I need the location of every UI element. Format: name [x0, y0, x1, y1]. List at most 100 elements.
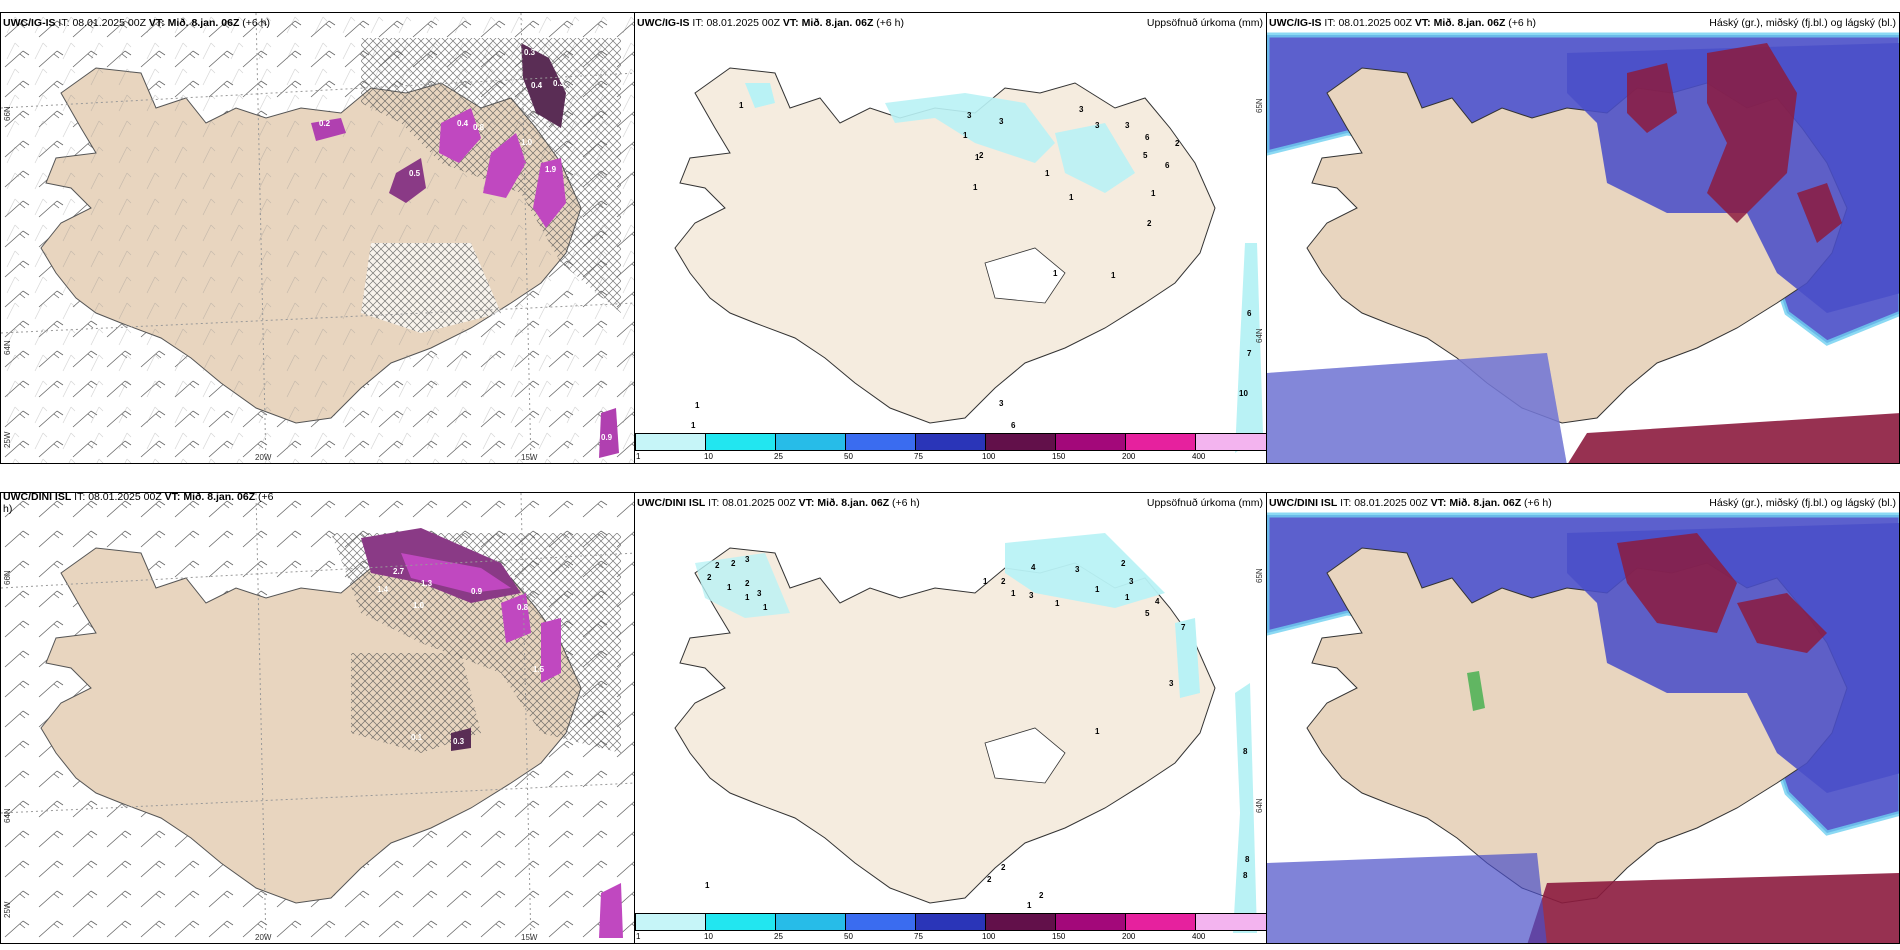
- colorbar-tick: 50: [844, 452, 853, 461]
- panel-precip-dini: UWC/DINI ISL IT: 08.01.2025 00Z VT: Mið.…: [634, 492, 1267, 944]
- panel-header: UWC/DINI ISL IT: 08.01.2025 00Z VT: Mið.…: [3, 492, 274, 515]
- colorbar-segment: [845, 913, 916, 931]
- precip-label: 3: [745, 555, 750, 564]
- precip-label: 3: [1075, 565, 1080, 574]
- colorbar-segment: [985, 913, 1056, 931]
- ice-label: 1.5: [533, 665, 545, 674]
- precip-map: [674, 67, 1263, 453]
- cloud-map: [1267, 32, 1899, 463]
- colorbar-tick: 400: [1192, 932, 1206, 941]
- precip-label: 3: [967, 111, 972, 120]
- lat-label-65n: 65N: [1255, 98, 1264, 113]
- precip-label: 6: [1011, 421, 1016, 430]
- colorbar-segment: [1125, 433, 1196, 451]
- wind-barb-map: [1, 493, 634, 943]
- precip-label: 1: [1069, 193, 1074, 202]
- ice-label: 0.2: [319, 119, 331, 128]
- precip-label: 1: [1053, 269, 1058, 278]
- precip-label: 3: [1125, 121, 1130, 130]
- colorbar-tick: 75: [914, 932, 923, 941]
- ice-label: 1.0: [521, 138, 533, 147]
- colorbar-tick: 50: [844, 932, 853, 941]
- iceland-landmass: [674, 547, 1216, 904]
- panel-wind-icing-dini: UWC/DINI ISL IT: 08.01.2025 00Z VT: Mið.…: [0, 492, 635, 944]
- precip-label: 2: [715, 561, 720, 570]
- lat-label-64n: 64N: [3, 808, 12, 823]
- ice-label: 0.3: [524, 48, 536, 57]
- ice-label: 0.1: [411, 733, 423, 742]
- colorbar-segment: [1055, 433, 1126, 451]
- colorbar-segment: [1195, 913, 1266, 931]
- ice-label: 0.9: [471, 587, 483, 596]
- precip-label: 1: [975, 153, 980, 162]
- ice-label: 0.9: [601, 433, 613, 442]
- precip-label: 8: [1243, 871, 1248, 880]
- precip-label: 8: [1245, 855, 1250, 864]
- colorbar-tick: 400: [1192, 452, 1206, 461]
- colorbar-tick: 25: [774, 452, 783, 461]
- ice-label: 0.8: [517, 603, 529, 612]
- precip-label: 5: [1145, 609, 1150, 618]
- precip-label: 1: [963, 131, 968, 140]
- ice-label: 1.4: [377, 585, 389, 594]
- colorbar-segment: [705, 913, 776, 931]
- colorbar-segment: [635, 913, 706, 931]
- precip-label: 4: [1031, 563, 1036, 572]
- colorbar-segment: [1125, 913, 1196, 931]
- colorbar-tick: 150: [1052, 932, 1066, 941]
- precip-label: 7: [1247, 349, 1252, 358]
- ice-label: 0.4: [457, 119, 469, 128]
- panel-header: UWC/DINI ISL IT: 08.01.2025 00Z VT: Mið.…: [1269, 497, 1552, 509]
- colorbar-tick: 100: [982, 932, 996, 941]
- lon-label-15w: 15W: [521, 933, 538, 942]
- panel-clouds-igis: UWC/IG-IS IT: 08.01.2025 00Z VT: Mið. 8.…: [1266, 12, 1900, 464]
- precip-label: 7: [1181, 623, 1186, 632]
- panel-title: Háský (gr.), miðský (fj.bl.) og lágský (…: [1709, 17, 1896, 29]
- precip-label: 2: [1121, 559, 1126, 568]
- precip-label: 1: [691, 421, 696, 430]
- panel-precip-igis: UWC/IG-IS IT: 08.01.2025 00Z VT: Mið. 8.…: [634, 12, 1267, 464]
- panel-title: Uppsöfnuð úrkoma (mm): [1146, 497, 1263, 509]
- panel-title: Uppsöfnuð úrkoma (mm): [1146, 17, 1263, 29]
- precip-label: 1: [1095, 727, 1100, 736]
- colorbar-tick: 25: [774, 932, 783, 941]
- precip-label: 2: [1039, 891, 1044, 900]
- colorbar-segment: [635, 433, 706, 451]
- precip-label: 3: [1129, 577, 1134, 586]
- precip-colorbar: 1 10 25 50 75 100 150 200 400: [635, 913, 1266, 943]
- precip-label: 2: [1147, 219, 1152, 228]
- precip-label: 10: [1239, 389, 1248, 398]
- precip-label: 1: [705, 881, 710, 890]
- lon-label-25w: 25W: [3, 901, 12, 918]
- lon-label-25w: 25W: [3, 431, 12, 448]
- precip-label: 1: [695, 401, 700, 410]
- precip-label: 1: [1095, 585, 1100, 594]
- cloud-map: [1267, 512, 1899, 943]
- lat-label-66n: 66N: [3, 570, 12, 585]
- colorbar-tick: 100: [982, 452, 996, 461]
- precip-label: 1: [1011, 589, 1016, 598]
- precip-label: 1: [1125, 593, 1130, 602]
- colorbar-segment: [775, 433, 846, 451]
- precip-label: 2: [1001, 863, 1006, 872]
- precip-label: 2: [731, 559, 736, 568]
- lat-label-64n: 64N: [3, 340, 12, 355]
- icing-areas: [311, 43, 619, 458]
- colorbar-tick: 200: [1122, 452, 1136, 461]
- wind-barb-map: [1, 13, 634, 463]
- colorbar-segment: [985, 433, 1056, 451]
- precip-label: 3: [1169, 679, 1174, 688]
- ice-label: 1.0: [413, 601, 425, 610]
- precip-colorbar: 1 10 25 50 75 100 150 200 400: [635, 433, 1266, 463]
- precip-label: 2: [745, 579, 750, 588]
- ice-label: 2.7: [393, 567, 405, 576]
- ice-label: 0.4: [531, 81, 543, 90]
- precip-label: 1: [1151, 189, 1156, 198]
- precip-label: 8: [1243, 747, 1248, 756]
- colorbar-tick: 10: [704, 452, 713, 461]
- panel-header: UWC/IG-IS IT: 08.01.2025 00Z VT: Mið. 8.…: [3, 17, 271, 29]
- precip-label: 1: [739, 101, 744, 110]
- precip-label: 1: [727, 583, 732, 592]
- precip-label: 2: [1001, 577, 1006, 586]
- precip-label: 2: [707, 573, 712, 582]
